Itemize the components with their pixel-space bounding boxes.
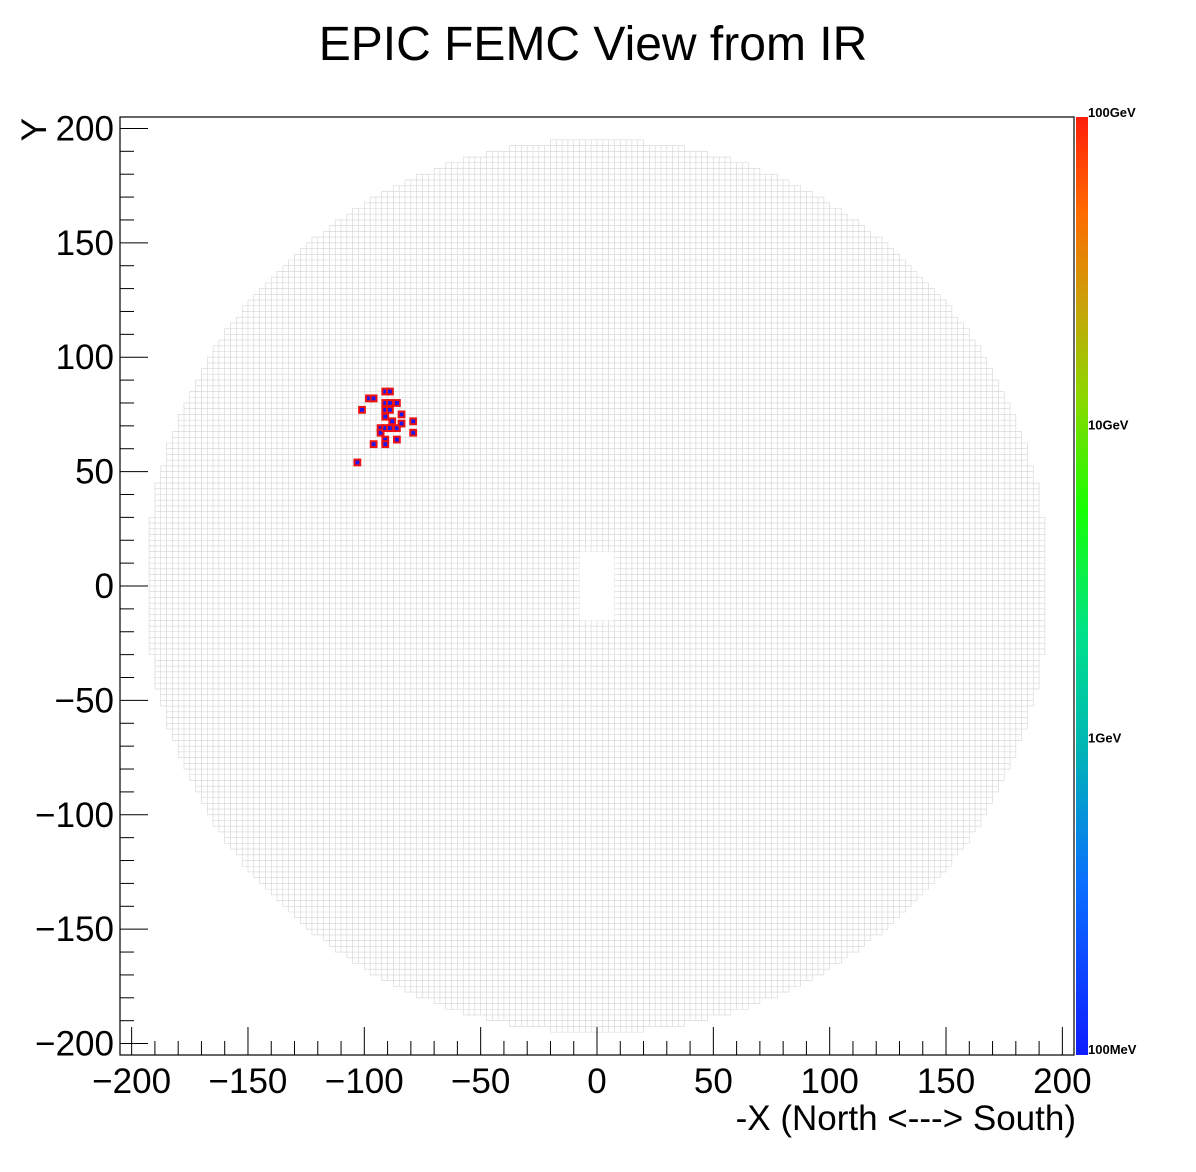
hit-cell [386,424,394,433]
colorbar-label: 10GeV [1088,418,1129,433]
colorbar-label: 100GeV [1088,105,1136,120]
hit-cell [386,387,394,396]
colorbar-label: 1GeV [1088,730,1122,745]
hit-cell [388,417,397,426]
x-tick-label: −150 [209,1062,288,1101]
y-tick-label: 0 [95,567,114,606]
y-tick-label: −200 [35,1025,114,1064]
x-tick-label: −100 [325,1062,404,1101]
y-tick-label: 150 [56,224,114,263]
hit-cell [397,419,406,428]
colorbar-label: 100MeV [1088,1042,1137,1057]
y-tick-label: 50 [75,453,114,492]
hit-cell [369,440,378,449]
hit-cell [381,440,390,449]
x-tick-label: 150 [917,1062,975,1101]
hit-cell [353,458,362,467]
hit-cell [397,410,406,419]
hit-cell [392,424,401,433]
beam-pipe-hole [579,551,615,621]
hit-cell [369,394,378,403]
hit-cell [409,417,418,426]
hit-cell [376,428,385,437]
x-tick-label: 0 [587,1062,606,1101]
hit-cell [358,405,366,414]
color-scale-labels: 100GeV 10GeV 1GeV 100MeV [1088,105,1137,1057]
x-tick-label: 50 [694,1062,733,1101]
y-tick-label: −150 [35,910,114,949]
hit-cell [392,435,401,444]
detector-cells [148,139,1046,1033]
y-axis-label: Y [15,118,54,141]
hit-cell [409,428,418,437]
detector-cell-grid [148,139,1046,1033]
y-tick-label: 200 [56,109,114,148]
x-tick-label: 200 [1033,1062,1091,1101]
chart-title: EPIC FEMC View from IR [319,18,868,71]
energy-hits [353,387,418,467]
y-tick-label: −100 [35,796,114,835]
y-tick-label: −50 [55,681,114,720]
x-axis: −200 −150 −100 −50 0 50 100 150 200 [92,1027,1092,1101]
hit-cell [386,399,394,407]
x-tick-label: −200 [92,1062,171,1101]
x-tick-label: −50 [451,1062,510,1101]
y-axis: −200 −150 −100 −50 0 50 100 150 200 [35,109,148,1064]
color-scale-bar [1076,117,1088,1055]
x-axis-label: -X (North <---> South) [736,1099,1076,1138]
hit-cell [392,399,401,407]
hit-cell [381,412,390,421]
y-tick-label: 100 [56,338,114,377]
hit-cell [386,405,394,414]
x-tick-label: 100 [800,1062,858,1101]
